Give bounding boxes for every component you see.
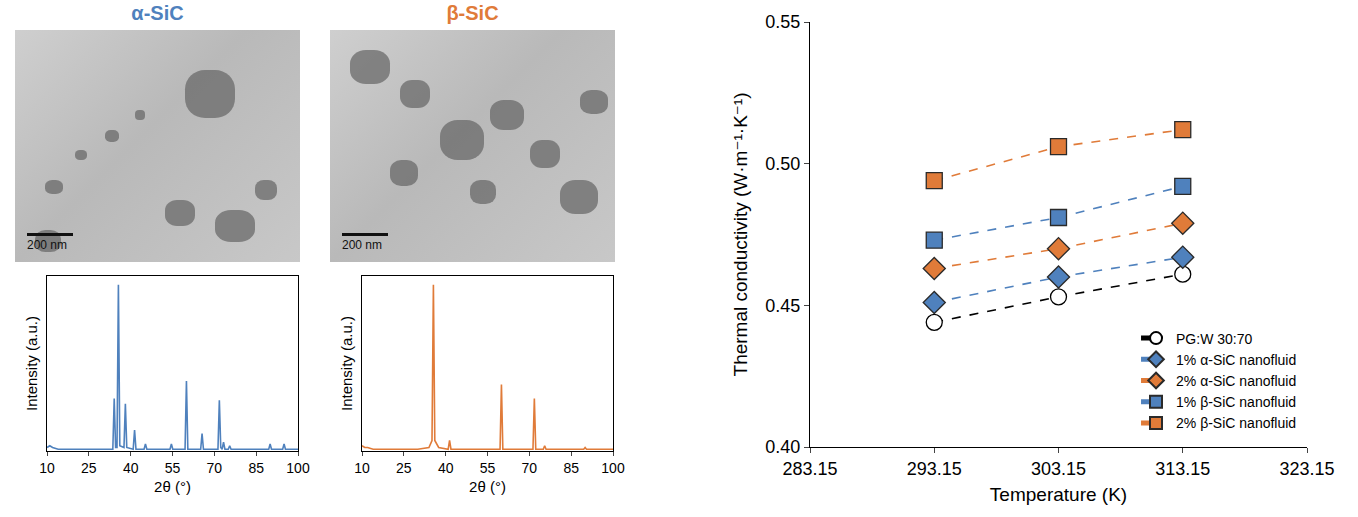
svg-text:25: 25: [81, 460, 97, 476]
svg-text:323.15: 323.15: [1279, 459, 1334, 479]
svg-text:2% α-SiC nanofluid: 2% α-SiC nanofluid: [1176, 373, 1296, 389]
svg-text:25: 25: [396, 460, 412, 476]
svg-text:85: 85: [248, 460, 264, 476]
svg-text:40: 40: [438, 460, 454, 476]
svg-text:0.50: 0.50: [765, 154, 800, 174]
svg-text:0.40: 0.40: [765, 437, 800, 457]
svg-text:55: 55: [480, 460, 496, 476]
svg-text:Temperature (K): Temperature (K): [990, 484, 1127, 505]
svg-text:85: 85: [563, 460, 579, 476]
svg-text:55: 55: [165, 460, 181, 476]
svg-text:Intensity (a.u.): Intensity (a.u.): [23, 316, 40, 411]
svg-text:10: 10: [39, 460, 55, 476]
svg-text:PG:W 30:70: PG:W 30:70: [1176, 331, 1252, 347]
svg-text:2θ (°): 2θ (°): [469, 478, 506, 495]
svg-text:2θ (°): 2θ (°): [154, 478, 191, 495]
html-text:200 nm: 200 nm: [27, 238, 67, 252]
svg-text:100: 100: [601, 460, 625, 476]
svg-text:2% β-SiC nanofluid: 2% β-SiC nanofluid: [1176, 415, 1296, 431]
svg-text:303.15: 303.15: [1031, 459, 1086, 479]
svg-text:313.15: 313.15: [1155, 459, 1210, 479]
svg-text:0.45: 0.45: [765, 296, 800, 316]
html-text:β-SiC: β-SiC: [446, 2, 499, 24]
svg-text:Intensity (a.u.): Intensity (a.u.): [338, 316, 355, 411]
svg-text:40: 40: [123, 460, 139, 476]
svg-text:1% α-SiC nanofluid: 1% α-SiC nanofluid: [1176, 352, 1296, 368]
svg-text:70: 70: [522, 460, 538, 476]
svg-text:10: 10: [354, 460, 370, 476]
svg-text:Thermal conductivity (W·m⁻¹·K⁻: Thermal conductivity (W·m⁻¹·K⁻¹): [730, 93, 751, 377]
svg-text:283.15: 283.15: [782, 459, 837, 479]
svg-text:70: 70: [207, 460, 223, 476]
svg-text:293.15: 293.15: [907, 459, 962, 479]
html-text:α-SiC: α-SiC: [131, 2, 184, 24]
svg-text:0.55: 0.55: [765, 12, 800, 32]
html-text:200 nm: 200 nm: [342, 238, 382, 252]
svg-text:100: 100: [286, 460, 310, 476]
svg-text:1% β-SiC nanofluid: 1% β-SiC nanofluid: [1176, 394, 1296, 410]
